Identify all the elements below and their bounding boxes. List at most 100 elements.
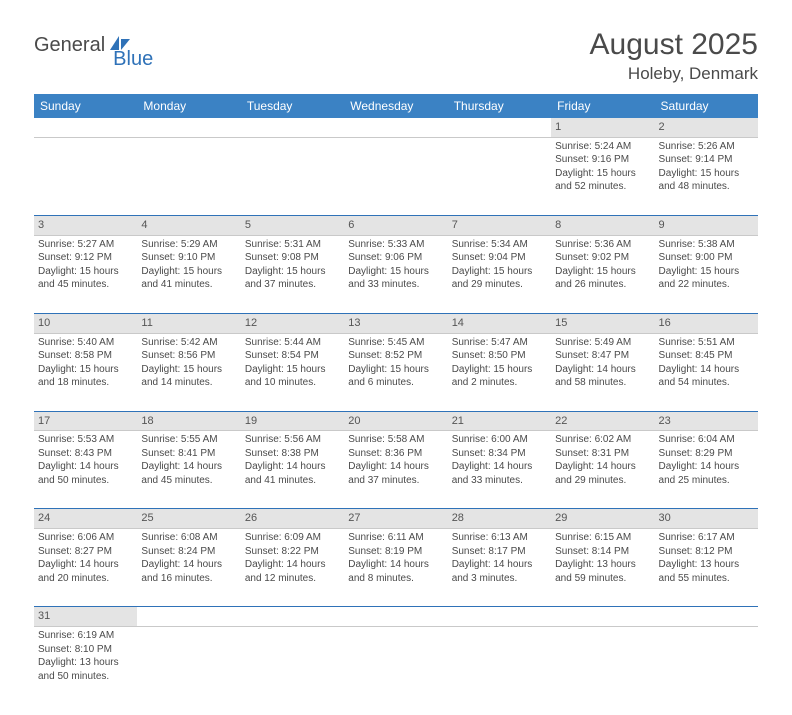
day-cell: Sunrise: 5:40 AMSunset: 8:58 PMDaylight:… [34,333,137,411]
day-cell [448,137,551,215]
day-cell [551,627,654,705]
daynum-row: 24252627282930 [34,509,758,529]
day-line: Sunset: 8:12 PM [659,545,754,559]
day-line: Daylight: 15 hours [245,265,340,279]
day-cell: Sunrise: 5:36 AMSunset: 9:02 PMDaylight:… [551,235,654,313]
day-line: Daylight: 14 hours [245,558,340,572]
day-number: 7 [448,215,551,235]
day-cell: Sunrise: 6:17 AMSunset: 8:12 PMDaylight:… [655,529,758,607]
week-row: Sunrise: 5:53 AMSunset: 8:43 PMDaylight:… [34,431,758,509]
day-line: Sunset: 8:54 PM [245,349,340,363]
day-line: Daylight: 15 hours [38,265,133,279]
day-line: Daylight: 14 hours [348,558,443,572]
day-line: and 45 minutes. [38,278,133,292]
day-number: 22 [551,411,654,431]
day-number [137,118,240,137]
day-line: Daylight: 15 hours [555,265,650,279]
day-line: Sunrise: 5:47 AM [452,336,547,350]
day-number: 28 [448,509,551,529]
day-line: Daylight: 14 hours [38,460,133,474]
day-cell: Sunrise: 5:55 AMSunset: 8:41 PMDaylight:… [137,431,240,509]
day-line: Sunrise: 5:36 AM [555,238,650,252]
page: General Blue August 2025 Holeby, Denmark… [0,0,792,715]
day-line: and 55 minutes. [659,572,754,586]
day-line: Daylight: 15 hours [452,363,547,377]
day-line: Daylight: 15 hours [452,265,547,279]
day-line: Sunset: 9:08 PM [245,251,340,265]
day-line: Sunrise: 5:40 AM [38,336,133,350]
day-cell: Sunrise: 6:15 AMSunset: 8:14 PMDaylight:… [551,529,654,607]
day-number: 17 [34,411,137,431]
day-line: Sunrise: 6:17 AM [659,531,754,545]
day-line: and 59 minutes. [555,572,650,586]
day-cell: Sunrise: 5:24 AMSunset: 9:16 PMDaylight:… [551,137,654,215]
day-line: Sunset: 8:41 PM [141,447,236,461]
day-number [551,607,654,627]
day-line: Sunset: 8:36 PM [348,447,443,461]
day-cell: Sunrise: 5:38 AMSunset: 9:00 PMDaylight:… [655,235,758,313]
day-line: and 58 minutes. [555,376,650,390]
day-line: Sunrise: 5:56 AM [245,433,340,447]
day-cell: Sunrise: 5:56 AMSunset: 8:38 PMDaylight:… [241,431,344,509]
day-number: 12 [241,313,344,333]
day-cell [34,137,137,215]
day-line: Sunrise: 6:00 AM [452,433,547,447]
day-line: and 45 minutes. [141,474,236,488]
day-cell: Sunrise: 6:19 AMSunset: 8:10 PMDaylight:… [34,627,137,705]
day-line: Sunrise: 6:06 AM [38,531,133,545]
day-number: 11 [137,313,240,333]
day-line: Sunrise: 5:58 AM [348,433,443,447]
day-line: and 25 minutes. [659,474,754,488]
day-line: Sunset: 8:17 PM [452,545,547,559]
day-line: Sunrise: 5:49 AM [555,336,650,350]
day-number: 4 [137,215,240,235]
day-cell: Sunrise: 6:00 AMSunset: 8:34 PMDaylight:… [448,431,551,509]
day-cell [344,137,447,215]
day-cell: Sunrise: 5:51 AMSunset: 8:45 PMDaylight:… [655,333,758,411]
day-line: Sunset: 8:34 PM [452,447,547,461]
day-line: Sunset: 9:12 PM [38,251,133,265]
day-line: Daylight: 14 hours [659,363,754,377]
day-cell [448,627,551,705]
day-line: Sunset: 8:56 PM [141,349,236,363]
day-line: Sunrise: 5:44 AM [245,336,340,350]
day-line: and 3 minutes. [452,572,547,586]
day-line: Sunset: 9:10 PM [141,251,236,265]
day-cell: Sunrise: 5:34 AMSunset: 9:04 PMDaylight:… [448,235,551,313]
day-number: 3 [34,215,137,235]
day-header: Sunday [34,94,137,118]
day-number: 15 [551,313,654,333]
day-line: Sunrise: 5:27 AM [38,238,133,252]
day-line: and 29 minutes. [452,278,547,292]
day-cell: Sunrise: 5:42 AMSunset: 8:56 PMDaylight:… [137,333,240,411]
day-line: Daylight: 13 hours [555,558,650,572]
day-line: Daylight: 13 hours [659,558,754,572]
day-cell: Sunrise: 5:31 AMSunset: 9:08 PMDaylight:… [241,235,344,313]
day-line: Sunrise: 5:26 AM [659,140,754,154]
logo-text-general: General [34,34,105,57]
day-line: Sunrise: 5:38 AM [659,238,754,252]
day-cell: Sunrise: 6:08 AMSunset: 8:24 PMDaylight:… [137,529,240,607]
day-number: 10 [34,313,137,333]
day-cell: Sunrise: 5:47 AMSunset: 8:50 PMDaylight:… [448,333,551,411]
day-line: Sunset: 8:29 PM [659,447,754,461]
day-line: Sunset: 9:02 PM [555,251,650,265]
day-line: Sunrise: 5:33 AM [348,238,443,252]
day-line: Sunrise: 5:53 AM [38,433,133,447]
calendar-table: SundayMondayTuesdayWednesdayThursdayFrid… [34,94,758,705]
day-number: 18 [137,411,240,431]
day-line: and 12 minutes. [245,572,340,586]
day-cell: Sunrise: 6:09 AMSunset: 8:22 PMDaylight:… [241,529,344,607]
day-line: Sunset: 8:45 PM [659,349,754,363]
day-line: Sunset: 8:52 PM [348,349,443,363]
day-line: Daylight: 14 hours [555,460,650,474]
day-line: Daylight: 15 hours [38,363,133,377]
day-line: Sunset: 8:58 PM [38,349,133,363]
day-line: Sunset: 8:31 PM [555,447,650,461]
day-line: Sunset: 8:47 PM [555,349,650,363]
day-number: 9 [655,215,758,235]
day-line: Sunset: 8:14 PM [555,545,650,559]
day-line: Sunrise: 6:09 AM [245,531,340,545]
day-number: 21 [448,411,551,431]
day-line: Daylight: 14 hours [38,558,133,572]
